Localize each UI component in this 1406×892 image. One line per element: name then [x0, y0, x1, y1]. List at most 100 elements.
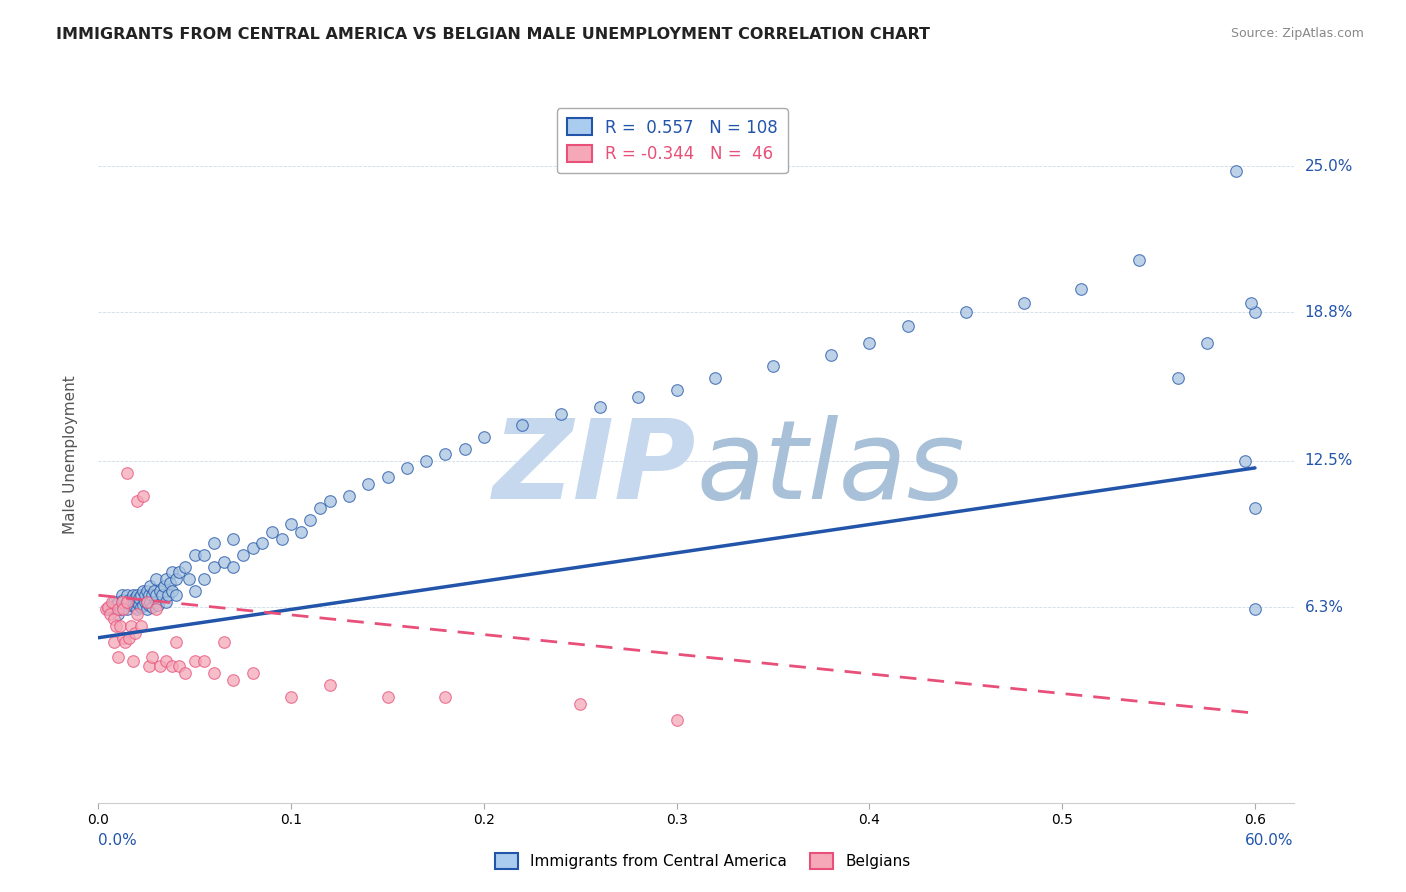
Point [1244, 602, 1267, 616]
Point [155, 654, 177, 668]
Point [155, 595, 177, 609]
Point [110, 595, 132, 609]
Point [309, 500, 332, 515]
Point [149, 659, 172, 673]
Point [184, 548, 207, 562]
Point [125, 607, 148, 621]
Point [101, 595, 124, 609]
Point [117, 466, 139, 480]
Legend: R =  0.557   N = 108, R = -0.344   N =  46: R = 0.557 N = 108, R = -0.344 N = 46 [557, 109, 787, 173]
Point [1225, 163, 1247, 178]
Point [101, 600, 124, 615]
Point [97, 600, 120, 615]
Point [141, 588, 163, 602]
Point [550, 407, 572, 421]
Point [145, 588, 167, 602]
Point [129, 619, 152, 633]
Point [627, 390, 650, 404]
Point [112, 600, 135, 615]
Point [169, 565, 191, 579]
Point [299, 513, 322, 527]
Point [107, 607, 129, 621]
Point [118, 593, 141, 607]
Text: ZIP: ZIP [492, 416, 696, 523]
Point [270, 532, 292, 546]
Point [160, 583, 183, 598]
Point [150, 588, 173, 602]
Point [139, 595, 162, 609]
Point [141, 649, 163, 664]
Point [132, 598, 155, 612]
Point [98, 607, 121, 621]
Point [108, 619, 131, 633]
Point [117, 595, 139, 609]
Point [280, 690, 302, 704]
Point [118, 631, 141, 645]
Text: IMMIGRANTS FROM CENTRAL AMERICA VS BELGIAN MALE UNEMPLOYMENT CORRELATION CHART: IMMIGRANTS FROM CENTRAL AMERICA VS BELGI… [56, 27, 931, 42]
Point [112, 631, 135, 645]
Point [319, 678, 342, 692]
Point [103, 612, 125, 626]
Point [155, 572, 177, 586]
Point [124, 600, 146, 615]
Point [202, 560, 225, 574]
Point [135, 595, 157, 609]
Point [395, 461, 418, 475]
Text: 25.0%: 25.0% [1305, 159, 1353, 174]
Point [139, 579, 162, 593]
Point [174, 560, 197, 574]
Point [1240, 295, 1263, 310]
Point [122, 588, 145, 602]
Point [122, 595, 145, 609]
Point [148, 598, 170, 612]
Point [193, 654, 215, 668]
Point [222, 532, 245, 546]
Point [434, 690, 457, 704]
Point [858, 335, 880, 350]
Point [103, 595, 125, 609]
Point [165, 588, 187, 602]
Point [107, 602, 129, 616]
Point [149, 583, 172, 598]
Point [1244, 305, 1267, 319]
Point [897, 319, 920, 334]
Point [104, 619, 127, 633]
Legend: Immigrants from Central America, Belgians: Immigrants from Central America, Belgian… [489, 847, 917, 875]
Point [337, 489, 360, 503]
Point [1167, 371, 1189, 385]
Y-axis label: Male Unemployment: Male Unemployment [63, 376, 77, 534]
Point [955, 305, 977, 319]
Point [569, 697, 592, 711]
Point [145, 595, 167, 609]
Point [132, 583, 155, 598]
Point [107, 595, 129, 609]
Point [174, 666, 197, 681]
Point [184, 654, 207, 668]
Point [212, 555, 235, 569]
Point [472, 430, 495, 444]
Point [665, 383, 688, 397]
Point [165, 572, 187, 586]
Point [108, 602, 131, 616]
Point [260, 524, 283, 539]
Point [153, 579, 176, 593]
Point [512, 418, 534, 433]
Point [165, 635, 187, 649]
Text: 12.5%: 12.5% [1305, 453, 1353, 468]
Point [202, 536, 225, 550]
Point [665, 713, 688, 727]
Text: 18.8%: 18.8% [1305, 305, 1353, 319]
Point [193, 572, 215, 586]
Point [704, 371, 727, 385]
Point [357, 477, 380, 491]
Point [135, 602, 157, 616]
Point [762, 359, 785, 374]
Text: 6.3%: 6.3% [1305, 599, 1344, 615]
Point [138, 598, 160, 612]
Point [97, 602, 120, 616]
Point [125, 494, 148, 508]
Point [212, 635, 235, 649]
Point [377, 690, 399, 704]
Point [132, 489, 155, 503]
Text: atlas: atlas [696, 416, 965, 523]
